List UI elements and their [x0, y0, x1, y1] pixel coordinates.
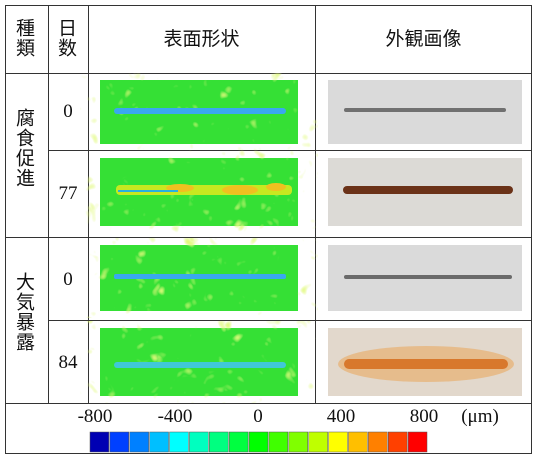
groove — [114, 362, 286, 368]
days: 0 — [63, 269, 73, 290]
scale-swatch — [169, 431, 189, 453]
surface-image — [100, 158, 298, 226]
scale-swatch — [109, 431, 130, 453]
header-cell: 日数 — [55, 18, 76, 58]
scale-swatch — [328, 431, 348, 453]
scale-swatch — [89, 431, 110, 453]
header-cell: 種類 — [13, 18, 34, 58]
scale-swatch — [288, 431, 308, 453]
header-cell: 外観画像 — [385, 29, 462, 50]
color-scale — [89, 431, 428, 453]
scale-tick: -400 — [157, 406, 193, 427]
group-label: 腐食促進 — [13, 108, 34, 188]
photo — [328, 158, 522, 226]
days: 84 — [58, 352, 78, 373]
scale-tick: 0 — [253, 406, 263, 427]
scale-unit: (μm) — [461, 406, 499, 427]
scale-swatch — [149, 431, 169, 453]
photo — [328, 80, 522, 144]
header-cell: 表面形状 — [163, 29, 240, 50]
photo — [328, 328, 522, 396]
scale-tick: 800 — [409, 406, 439, 427]
groove — [114, 108, 286, 114]
scale-swatch — [308, 431, 328, 453]
groove — [344, 359, 508, 369]
groove-core — [118, 190, 178, 192]
scale-swatch — [268, 431, 289, 453]
scale-swatch — [387, 431, 408, 453]
scale-tick: 400 — [326, 406, 356, 427]
scale-swatch — [209, 431, 229, 453]
surface-image — [100, 328, 298, 396]
days: 77 — [58, 183, 78, 204]
scale-swatch — [228, 431, 249, 453]
scale-swatch — [248, 431, 269, 453]
groove — [343, 186, 513, 194]
groove — [114, 274, 286, 279]
scale-swatch — [407, 431, 428, 453]
days: 0 — [63, 101, 73, 122]
scale-swatch — [368, 431, 388, 453]
surface-image — [100, 80, 298, 144]
scale-swatch — [189, 431, 209, 453]
border — [5, 5, 532, 454]
photo — [328, 245, 522, 311]
table-borders — [5, 5, 532, 454]
groove — [344, 108, 506, 112]
groove — [344, 275, 512, 279]
scale-swatch — [129, 431, 149, 453]
group-label: 大気暴露 — [13, 272, 34, 352]
surface-image — [100, 245, 298, 311]
scale-swatch — [348, 431, 368, 453]
scale-tick: -800 — [77, 406, 113, 427]
